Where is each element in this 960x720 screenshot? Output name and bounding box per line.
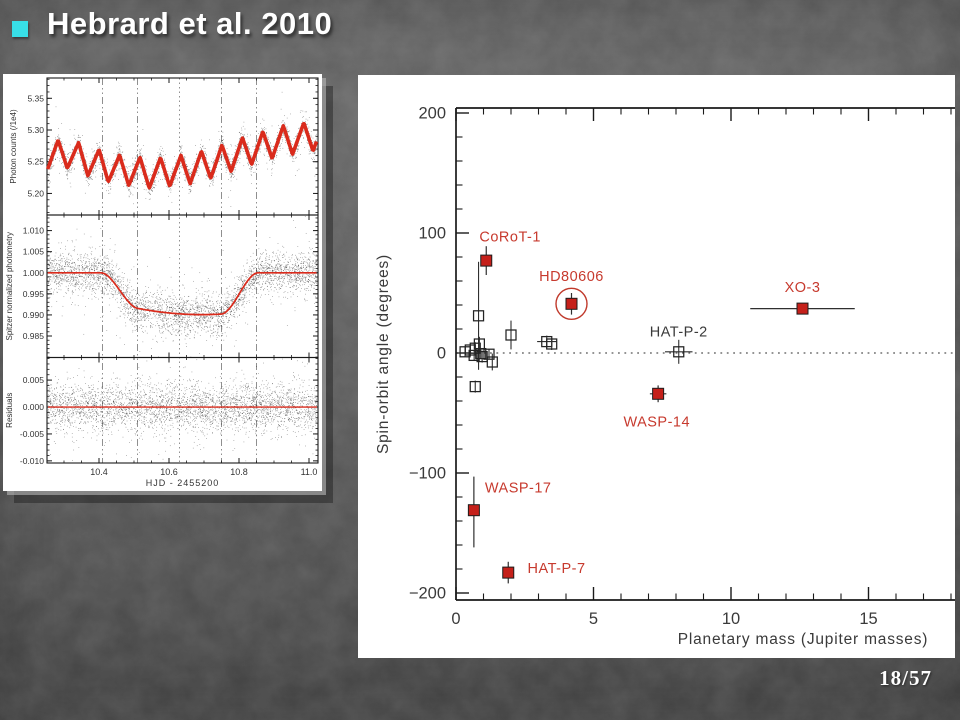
point-label: HD80606 xyxy=(539,269,604,285)
svg-text:0.000: 0.000 xyxy=(23,402,45,412)
data-point-open-square xyxy=(546,338,558,350)
aligned-points xyxy=(459,261,693,393)
svg-text:0.005: 0.005 xyxy=(23,375,45,385)
data-point-open-square xyxy=(475,347,487,360)
model-curves xyxy=(46,121,319,408)
misaligned-points xyxy=(467,246,855,584)
svg-text:10.8: 10.8 xyxy=(230,467,248,477)
data-point-open-square xyxy=(468,349,480,362)
data-point-open-square xyxy=(505,329,517,341)
point-label: HAT-P-2 xyxy=(650,324,708,340)
svg-text:Spin-orbit angle (degrees): Spin-orbit angle (degrees) xyxy=(375,254,392,454)
page-number: 18/57 xyxy=(879,666,932,690)
svg-text:5.20: 5.20 xyxy=(27,188,44,198)
spin-orbit-chart: −200 −100 0 100 200 0 5 10 15 Planetary mass (Jup… xyxy=(375,105,955,648)
data-point-open-square xyxy=(673,346,685,358)
data-point-open-square xyxy=(469,380,481,393)
data-point-red-square xyxy=(502,566,515,579)
svg-text:−100: −100 xyxy=(409,465,446,483)
figure-spitzer-lightcurve: 5.20 5.25 5.30 5.35 Photon counts (/1e4) 0.98… xyxy=(3,74,322,491)
svg-text:Photon counts (/1e4): Photon counts (/1e4) xyxy=(9,109,18,184)
svg-text:200: 200 xyxy=(418,105,446,123)
data-point-open-square xyxy=(472,310,485,322)
data-point-open-square xyxy=(486,356,498,368)
highlight-circle-icon xyxy=(555,287,588,321)
point-label: XO-3 xyxy=(785,280,821,296)
svg-text:0: 0 xyxy=(437,345,446,363)
svg-text:0.990: 0.990 xyxy=(23,310,45,320)
svg-text:10.4: 10.4 xyxy=(90,467,108,477)
svg-text:5.25: 5.25 xyxy=(27,157,44,167)
data-point-red-square xyxy=(480,254,493,267)
data-point-red-square xyxy=(652,387,665,400)
svg-text:5: 5 xyxy=(589,610,598,628)
svg-text:100: 100 xyxy=(418,225,446,243)
svg-text:11.0: 11.0 xyxy=(301,467,318,477)
figure-spin-orbit: −200 −100 0 100 200 0 5 10 15 Planetary mass (Jup… xyxy=(358,75,955,658)
svg-text:0.985: 0.985 xyxy=(23,331,45,341)
point-label: CoRoT-1 xyxy=(479,230,541,246)
data-point-red-square xyxy=(796,302,809,315)
slide-header: Hebrard et al. 2010 xyxy=(12,6,332,42)
data-point-open-square xyxy=(483,348,495,360)
bullet-square-icon xyxy=(12,21,28,37)
point-labels: CoRoT-1 HD80606 XO-3 HAT-P-2 WASP-14 WASP-17 H… xyxy=(479,230,820,577)
svg-text:−200: −200 xyxy=(409,585,446,603)
svg-text:15: 15 xyxy=(859,610,877,628)
point-label: HAT-P-7 xyxy=(528,561,586,577)
svg-text:Spitzer normalized photometry: Spitzer normalized photometry xyxy=(5,232,14,341)
svg-text:10.6: 10.6 xyxy=(160,467,178,477)
svg-text:10: 10 xyxy=(722,610,740,628)
svg-text:0.995: 0.995 xyxy=(23,289,45,299)
svg-text:1.000: 1.000 xyxy=(23,268,45,278)
data-point-red-square xyxy=(467,504,480,517)
svg-text:5.35: 5.35 xyxy=(27,93,44,103)
svg-text:-0.010: -0.010 xyxy=(20,456,44,466)
lightcurve-axes: 5.20 5.25 5.30 5.35 Photon counts (/1e4) 0.98… xyxy=(5,77,319,488)
svg-text:Residuals: Residuals xyxy=(5,393,14,428)
svg-text:5.30: 5.30 xyxy=(27,125,44,135)
point-label: WASP-14 xyxy=(623,414,690,430)
point-label: WASP-17 xyxy=(485,480,552,496)
spin-orbit-axes: −200 −100 0 100 200 0 5 10 15 Planetary mass (Jup… xyxy=(375,105,955,648)
svg-text:1.005: 1.005 xyxy=(23,247,45,257)
svg-text:HJD - 2455200: HJD - 2455200 xyxy=(146,478,220,488)
slide-title: Hebrard et al. 2010 xyxy=(47,6,333,41)
lightcurve-chart: 5.20 5.25 5.30 5.35 Photon counts (/1e4) 0.98… xyxy=(5,77,319,488)
svg-text:Planetary mass (Jupiter masses: Planetary mass (Jupiter masses) xyxy=(678,631,928,648)
data-point-red-square xyxy=(565,297,578,310)
svg-text:0: 0 xyxy=(451,610,460,628)
svg-text:1.010: 1.010 xyxy=(23,226,45,236)
svg-text:-0.005: -0.005 xyxy=(20,429,44,439)
